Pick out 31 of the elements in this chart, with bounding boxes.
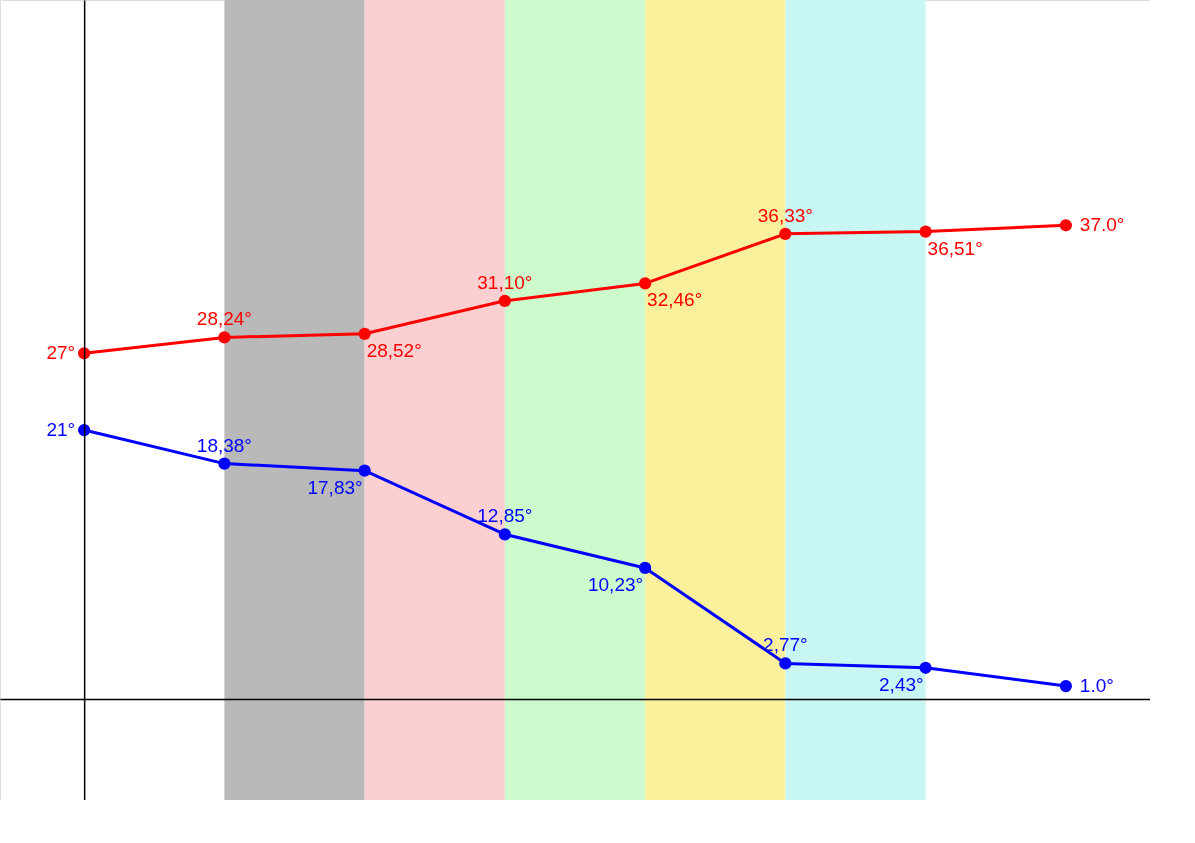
- point: [218, 331, 231, 344]
- point: [779, 657, 792, 670]
- data-label: 27°: [46, 342, 76, 364]
- data-label: 2,43°: [879, 673, 924, 695]
- data-label: 2,77°: [763, 634, 808, 656]
- data-label: 18,38°: [196, 434, 252, 456]
- point: [358, 464, 371, 477]
- point: [919, 661, 932, 674]
- data-label: 28,24°: [196, 308, 252, 330]
- point: [498, 294, 511, 307]
- point: [78, 347, 91, 360]
- data-label: 10,23°: [587, 573, 644, 595]
- point: [1059, 679, 1072, 693]
- point: [919, 225, 932, 238]
- data-label: 28,52°: [366, 339, 422, 361]
- data-label: 21°: [46, 419, 76, 441]
- data-label: 12,85°: [477, 505, 533, 527]
- point: [639, 277, 652, 290]
- data-label: 31,10°: [477, 271, 533, 293]
- data-label: 17,83°: [307, 476, 363, 498]
- point: [218, 457, 231, 470]
- data-label: 32,46°: [647, 289, 703, 311]
- point: [639, 561, 652, 575]
- data-label: 36,33°: [757, 204, 813, 226]
- point: [358, 327, 371, 340]
- point: [779, 227, 792, 240]
- data-label: 1.0°: [1079, 675, 1114, 697]
- data-label: 36,51°: [927, 237, 983, 259]
- point: [1059, 219, 1072, 232]
- point: [498, 528, 511, 541]
- data-label: 37.0°: [1079, 214, 1125, 236]
